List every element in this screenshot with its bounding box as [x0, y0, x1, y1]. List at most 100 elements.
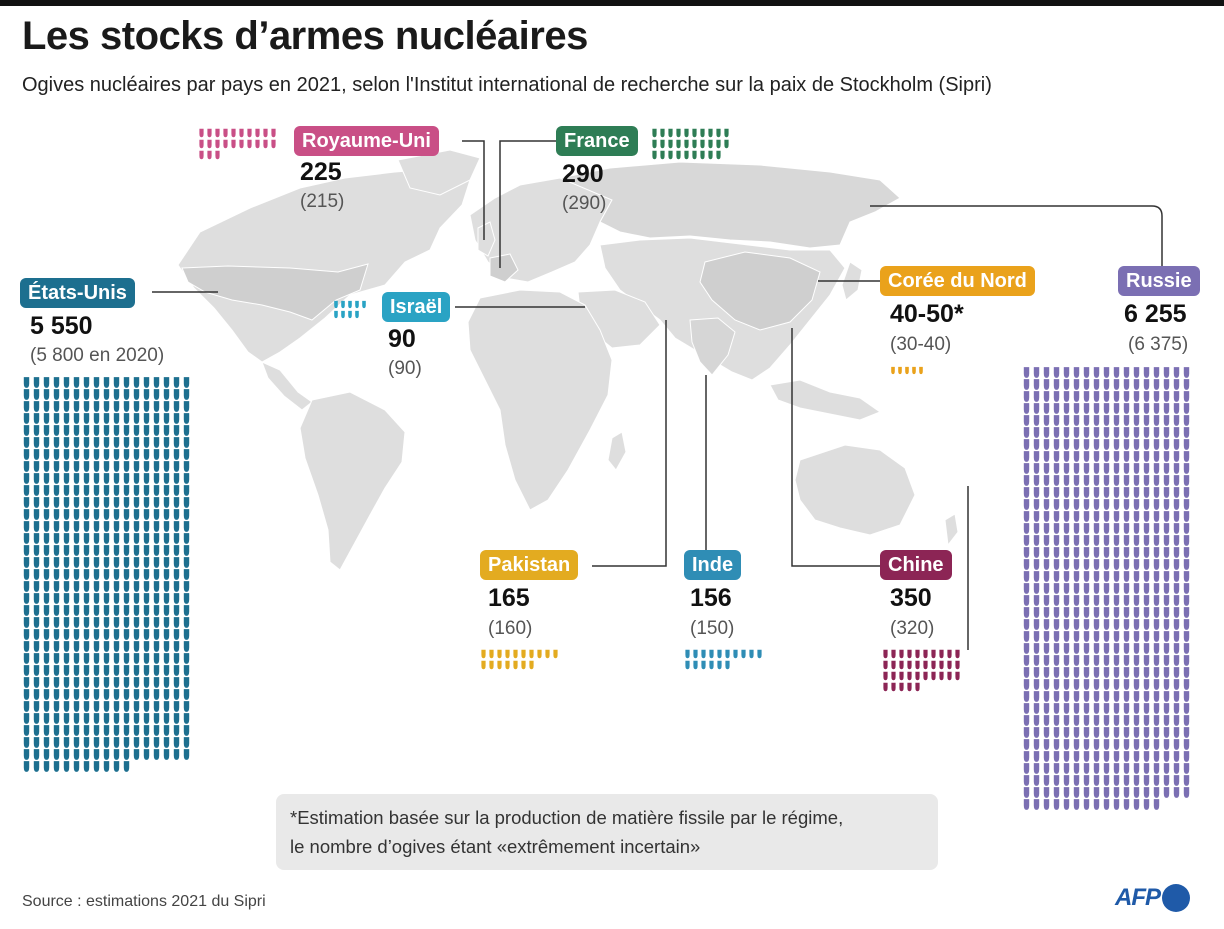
warhead-icon — [1103, 595, 1110, 606]
warhead-icon — [1023, 763, 1030, 774]
warhead-icon — [1123, 427, 1130, 438]
warhead-icon — [173, 473, 180, 484]
warhead-icon — [63, 617, 70, 628]
warhead-icon — [143, 581, 150, 592]
warhead-icon — [1023, 679, 1030, 690]
warhead-icon — [1153, 751, 1160, 762]
warhead-icon — [1023, 379, 1030, 390]
warhead-icon — [123, 461, 130, 472]
warhead-icon — [1093, 403, 1100, 414]
warhead-icon — [163, 425, 170, 436]
warhead-icon — [1123, 631, 1130, 642]
warhead-icon — [173, 557, 180, 568]
warhead-icon — [1113, 415, 1120, 426]
warhead-icon — [1073, 679, 1080, 690]
warhead-icon — [53, 473, 60, 484]
warhead-icon — [43, 569, 50, 580]
warhead-icon — [1143, 379, 1150, 390]
warhead-icon — [43, 425, 50, 436]
warhead-icon — [1023, 475, 1030, 486]
warhead-icon — [133, 473, 140, 484]
warhead-icon — [1123, 619, 1130, 630]
warhead-icon — [1023, 631, 1030, 642]
warhead-icon — [1033, 427, 1040, 438]
warhead-icon — [1083, 655, 1090, 666]
warhead-icon — [183, 725, 190, 736]
warhead-icon — [1183, 739, 1190, 750]
warhead-icon — [83, 593, 90, 604]
warhead-icon — [1113, 367, 1120, 378]
central-america-landmass — [261, 361, 313, 411]
australia-landmass — [794, 444, 916, 536]
warhead-icon — [1023, 619, 1030, 630]
warhead-icon — [1053, 391, 1060, 402]
warhead-icon — [1063, 379, 1070, 390]
warhead-icon — [133, 665, 140, 676]
warhead-icon — [83, 437, 90, 448]
warhead-icon — [1143, 487, 1150, 498]
warhead-icon — [113, 473, 120, 484]
warhead-icon — [123, 677, 130, 688]
warhead-icon — [163, 557, 170, 568]
warhead-icon — [1073, 379, 1080, 390]
warhead-icon — [1073, 643, 1080, 654]
warhead-icon — [1073, 427, 1080, 438]
warhead-icon — [1083, 595, 1090, 606]
warhead-icon — [1113, 799, 1120, 810]
warhead-icon — [33, 377, 40, 388]
warhead-icon — [63, 761, 70, 772]
warhead-icon — [63, 377, 70, 388]
warhead-icon — [123, 485, 130, 496]
warhead-icon — [1143, 775, 1150, 786]
warhead-icon — [1053, 439, 1060, 450]
count-china: 350 — [890, 584, 932, 612]
label-india: Inde — [684, 550, 742, 580]
warhead-icon — [1023, 439, 1030, 450]
leader-line-france — [499, 140, 556, 268]
warhead-icon — [173, 581, 180, 592]
warhead-icon — [1103, 439, 1110, 450]
warhead-icon — [652, 128, 657, 138]
warhead-icon — [1063, 643, 1070, 654]
warhead-icon — [113, 437, 120, 448]
warhead-icon — [113, 701, 120, 712]
warhead-icon — [93, 509, 100, 520]
warhead-icon — [1183, 775, 1190, 786]
warhead-icon — [757, 649, 762, 659]
warhead-icon — [1043, 451, 1050, 462]
warhead-icon — [153, 713, 160, 724]
warhead-icon — [1133, 499, 1140, 510]
previous-nkorea: (30-40) — [890, 334, 952, 355]
warhead-icon — [1073, 583, 1080, 594]
warhead-icon — [183, 425, 190, 436]
warhead-icon — [163, 533, 170, 544]
warhead-icon — [53, 569, 60, 580]
warhead-icon — [1083, 751, 1090, 762]
warhead-icon — [1073, 787, 1080, 798]
warhead-icon — [652, 150, 657, 160]
warhead-icon — [1183, 547, 1190, 558]
warhead-icon — [123, 749, 130, 760]
warhead-icon — [1173, 403, 1180, 414]
warhead-icon — [223, 139, 228, 149]
warhead-icon — [1093, 463, 1100, 474]
warhead-icon — [1133, 799, 1140, 810]
warhead-icon — [73, 653, 80, 664]
warhead-icon — [1093, 619, 1100, 630]
warhead-icon — [1183, 631, 1190, 642]
warhead-icon — [163, 689, 170, 700]
warhead-icon — [1143, 391, 1150, 402]
warhead-icon — [883, 649, 888, 659]
warhead-icon — [53, 593, 60, 604]
warhead-icon — [1133, 487, 1140, 498]
warhead-icon — [113, 653, 120, 664]
warhead-icon — [497, 660, 502, 670]
warhead-icon — [53, 497, 60, 508]
warhead-icon — [43, 689, 50, 700]
warhead-icon — [73, 581, 80, 592]
warhead-icon — [93, 521, 100, 532]
warhead-icon — [931, 649, 936, 659]
warhead-icon — [1083, 571, 1090, 582]
warhead-icon — [1103, 547, 1110, 558]
warhead-icon — [23, 377, 30, 388]
